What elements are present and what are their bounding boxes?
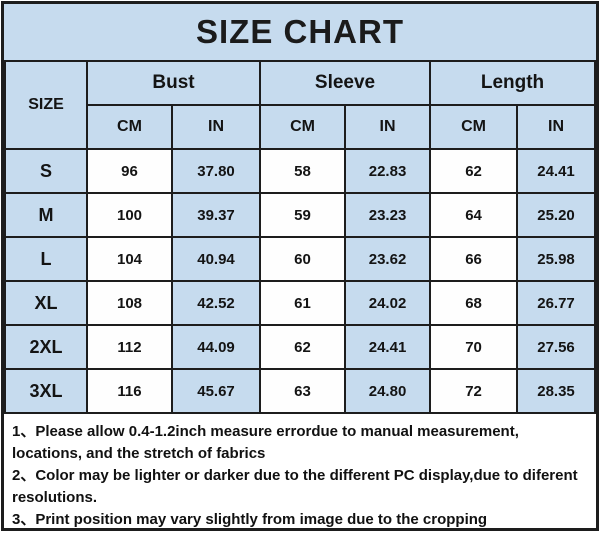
notes-section: 1、Please allow 0.4-1.2inch measure error… — [4, 414, 596, 529]
bust-cm-cell: 108 — [86, 280, 173, 326]
sleeve-in-cell: 23.23 — [344, 192, 432, 238]
note-line-3: 3、Print position may vary slightly from … — [12, 511, 488, 529]
bust-in-cell: 42.52 — [170, 280, 262, 326]
length-cm-cell: 62 — [429, 148, 519, 194]
size-cell: 2XL — [4, 324, 88, 370]
bust-in-cell: 45.67 — [170, 368, 262, 414]
bust-cm-cell: 100 — [86, 192, 173, 238]
length-in-cell: 25.20 — [516, 192, 596, 238]
table-row: 3XL 116 45.67 63 24.80 72 28.35 — [4, 368, 596, 414]
sleeve-cm-cell: 61 — [259, 280, 347, 326]
size-table: SIZE Bust Sleeve Length CM IN CM IN CM I… — [4, 60, 596, 414]
sleeve-cm-cell: 58 — [259, 148, 347, 194]
sleeve-in-cell: 24.02 — [344, 280, 432, 326]
table-row: 2XL 112 44.09 62 24.41 70 27.56 — [4, 324, 596, 370]
length-cm-cell: 68 — [429, 280, 519, 326]
sleeve-in-cell: 24.80 — [344, 368, 432, 414]
bust-in-cell: 40.94 — [170, 236, 262, 282]
length-cm-cell: 70 — [429, 324, 519, 370]
bust-cm-cell: 104 — [86, 236, 173, 282]
table-row: S 96 37.80 58 22.83 62 24.41 — [4, 148, 596, 194]
sleeve-in-cell: 22.83 — [344, 148, 432, 194]
col-header-size: SIZE — [4, 60, 88, 150]
length-cm-cell: 72 — [429, 368, 519, 414]
sleeve-cm-cell: 60 — [259, 236, 347, 282]
bust-in-cell: 37.80 — [170, 148, 262, 194]
size-cell: 3XL — [4, 368, 88, 414]
col-header-length-cm: CM — [429, 104, 519, 150]
sleeve-cm-cell: 62 — [259, 324, 347, 370]
size-cell: S — [4, 148, 88, 194]
page-title: SIZE CHART — [196, 13, 404, 50]
length-cm-cell: 66 — [429, 236, 519, 282]
bust-cm-cell: 112 — [86, 324, 173, 370]
table-row: M 100 39.37 59 23.23 64 25.20 — [4, 192, 596, 238]
sleeve-cm-cell: 59 — [259, 192, 347, 238]
length-in-cell: 24.41 — [516, 148, 596, 194]
table-row: L 104 40.94 60 23.62 66 25.98 — [4, 236, 596, 282]
col-header-length-in: IN — [516, 104, 596, 150]
sleeve-cm-cell: 63 — [259, 368, 347, 414]
length-in-cell: 25.98 — [516, 236, 596, 282]
col-group-length: Length — [429, 60, 596, 106]
title-band: SIZE CHART — [4, 4, 596, 60]
bust-cm-cell: 116 — [86, 368, 173, 414]
table-header-group-row: SIZE Bust Sleeve Length — [4, 60, 596, 150]
note-line-2: 2、Color may be lighter or darker due to … — [12, 467, 578, 507]
size-cell: XL — [4, 280, 88, 326]
table-row: XL 108 42.52 61 24.02 68 26.77 — [4, 280, 596, 326]
col-header-sleeve-cm: CM — [259, 104, 347, 150]
bust-cm-cell: 96 — [86, 148, 173, 194]
note-line-1: 1、Please allow 0.4-1.2inch measure error… — [12, 423, 519, 463]
sleeve-in-cell: 23.62 — [344, 236, 432, 282]
bust-in-cell: 44.09 — [170, 324, 262, 370]
length-in-cell: 26.77 — [516, 280, 596, 326]
size-cell: M — [4, 192, 88, 238]
size-cell: L — [4, 236, 88, 282]
sleeve-in-cell: 24.41 — [344, 324, 432, 370]
table-header-unit-row: CM IN CM IN CM IN — [5, 104, 596, 150]
bust-in-cell: 39.37 — [170, 192, 262, 238]
length-in-cell: 27.56 — [516, 324, 596, 370]
length-in-cell: 28.35 — [516, 368, 596, 414]
col-group-sleeve: Sleeve — [259, 60, 432, 106]
col-header-bust-in: IN — [170, 104, 262, 150]
col-header-bust-cm: CM — [86, 104, 173, 150]
col-header-sleeve-in: IN — [344, 104, 432, 150]
col-group-bust: Bust — [85, 60, 262, 106]
length-cm-cell: 64 — [429, 192, 519, 238]
